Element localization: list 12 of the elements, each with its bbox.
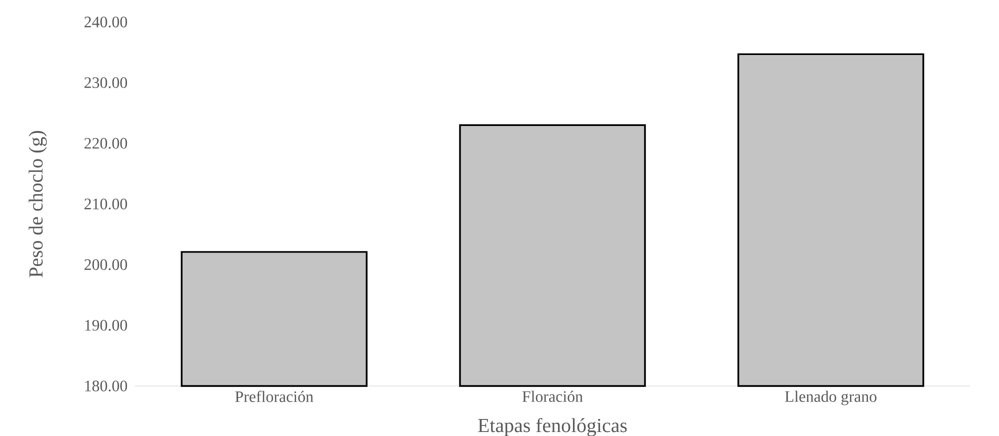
y-tick-label: 190.00 — [85, 320, 128, 331]
y-tick-label: 180.00 — [85, 380, 128, 392]
y-tick-label: 230.00 — [84, 77, 128, 88]
x-tick-label: Prefloración — [235, 390, 314, 402]
y-axis-title: Peso de choclo (g) — [28, 131, 47, 278]
y-tick-label: 210.00 — [84, 198, 128, 210]
x-tick-label: Floración — [522, 390, 583, 402]
y-tick-label: 200.00 — [84, 259, 128, 270]
y-tick-label: 240.00 — [84, 16, 128, 28]
x-axis-title: Etapas fenológicas — [478, 418, 627, 436]
x-tick-label: Llenado grano — [785, 390, 876, 406]
y-tick-label: 220.00 — [84, 138, 128, 149]
